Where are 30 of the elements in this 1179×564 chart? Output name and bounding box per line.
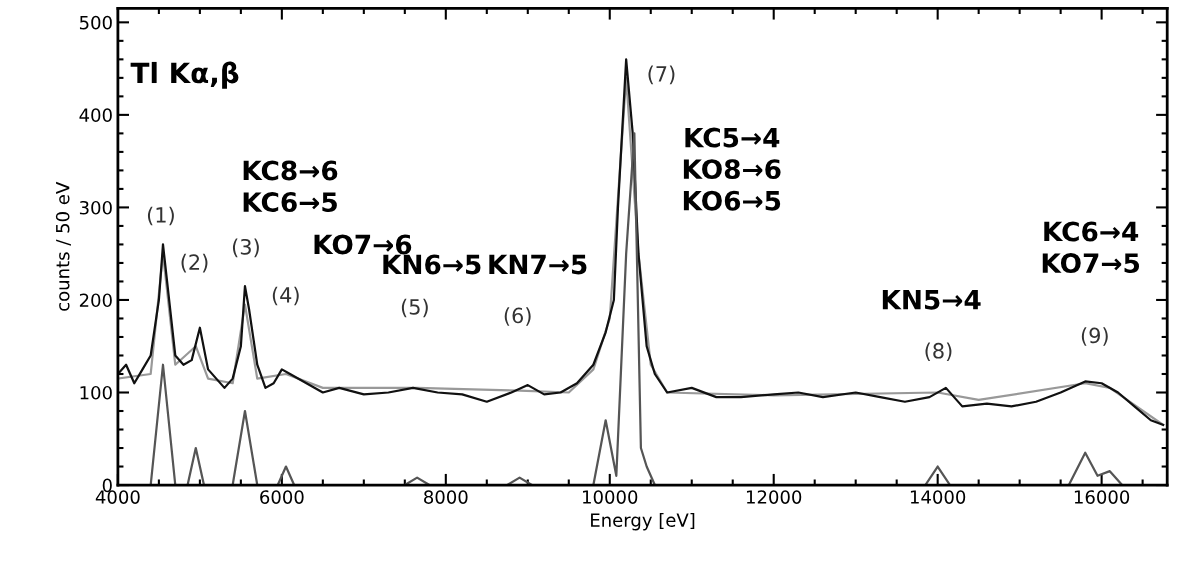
y-tick-label: 400 [79,108,112,122]
x-tick-label: 14000 [910,490,966,504]
y-tick-label: 200 [79,293,112,308]
annotation: (4) [272,286,299,306]
y-tick-label: 500 [79,15,112,30]
y-tick-label: 100 [80,385,112,400]
annotation: (1) [147,206,174,226]
annotation: (6) [504,307,531,326]
annotation: KN7→5 [489,254,587,275]
annotation: (8) [925,342,952,362]
x-tick-label: 6000 [260,490,304,504]
annotation: KC6→4 KO7→5 [1042,221,1140,274]
annotation: KO7→6 [314,234,412,255]
x-tick-label: 12000 [746,490,802,504]
y-tick-label: 300 [79,200,112,215]
annotation: KN5→4 [882,290,981,310]
annotation: (2) [181,253,208,273]
annotation: (7) [648,65,675,85]
x-tick-label: 8000 [424,490,468,504]
x-tick-label: 10000 [583,490,638,504]
annotation: (3) [232,238,259,258]
annotation: KN6→5 [383,254,481,275]
annotation: KC8→6 KC6→5 [243,160,338,213]
x-tick-label: 16000 [1074,490,1130,504]
annotation: (5) [401,298,428,318]
x-axis-title: Energy [eV] [591,512,695,531]
annotation: (9) [1081,327,1108,346]
annotation: KC5→4 KO8→6 KO6→5 [683,127,781,211]
y-axis-title: counts / 50 eV [55,181,71,311]
annotation: Tl Kα,β [130,61,239,89]
